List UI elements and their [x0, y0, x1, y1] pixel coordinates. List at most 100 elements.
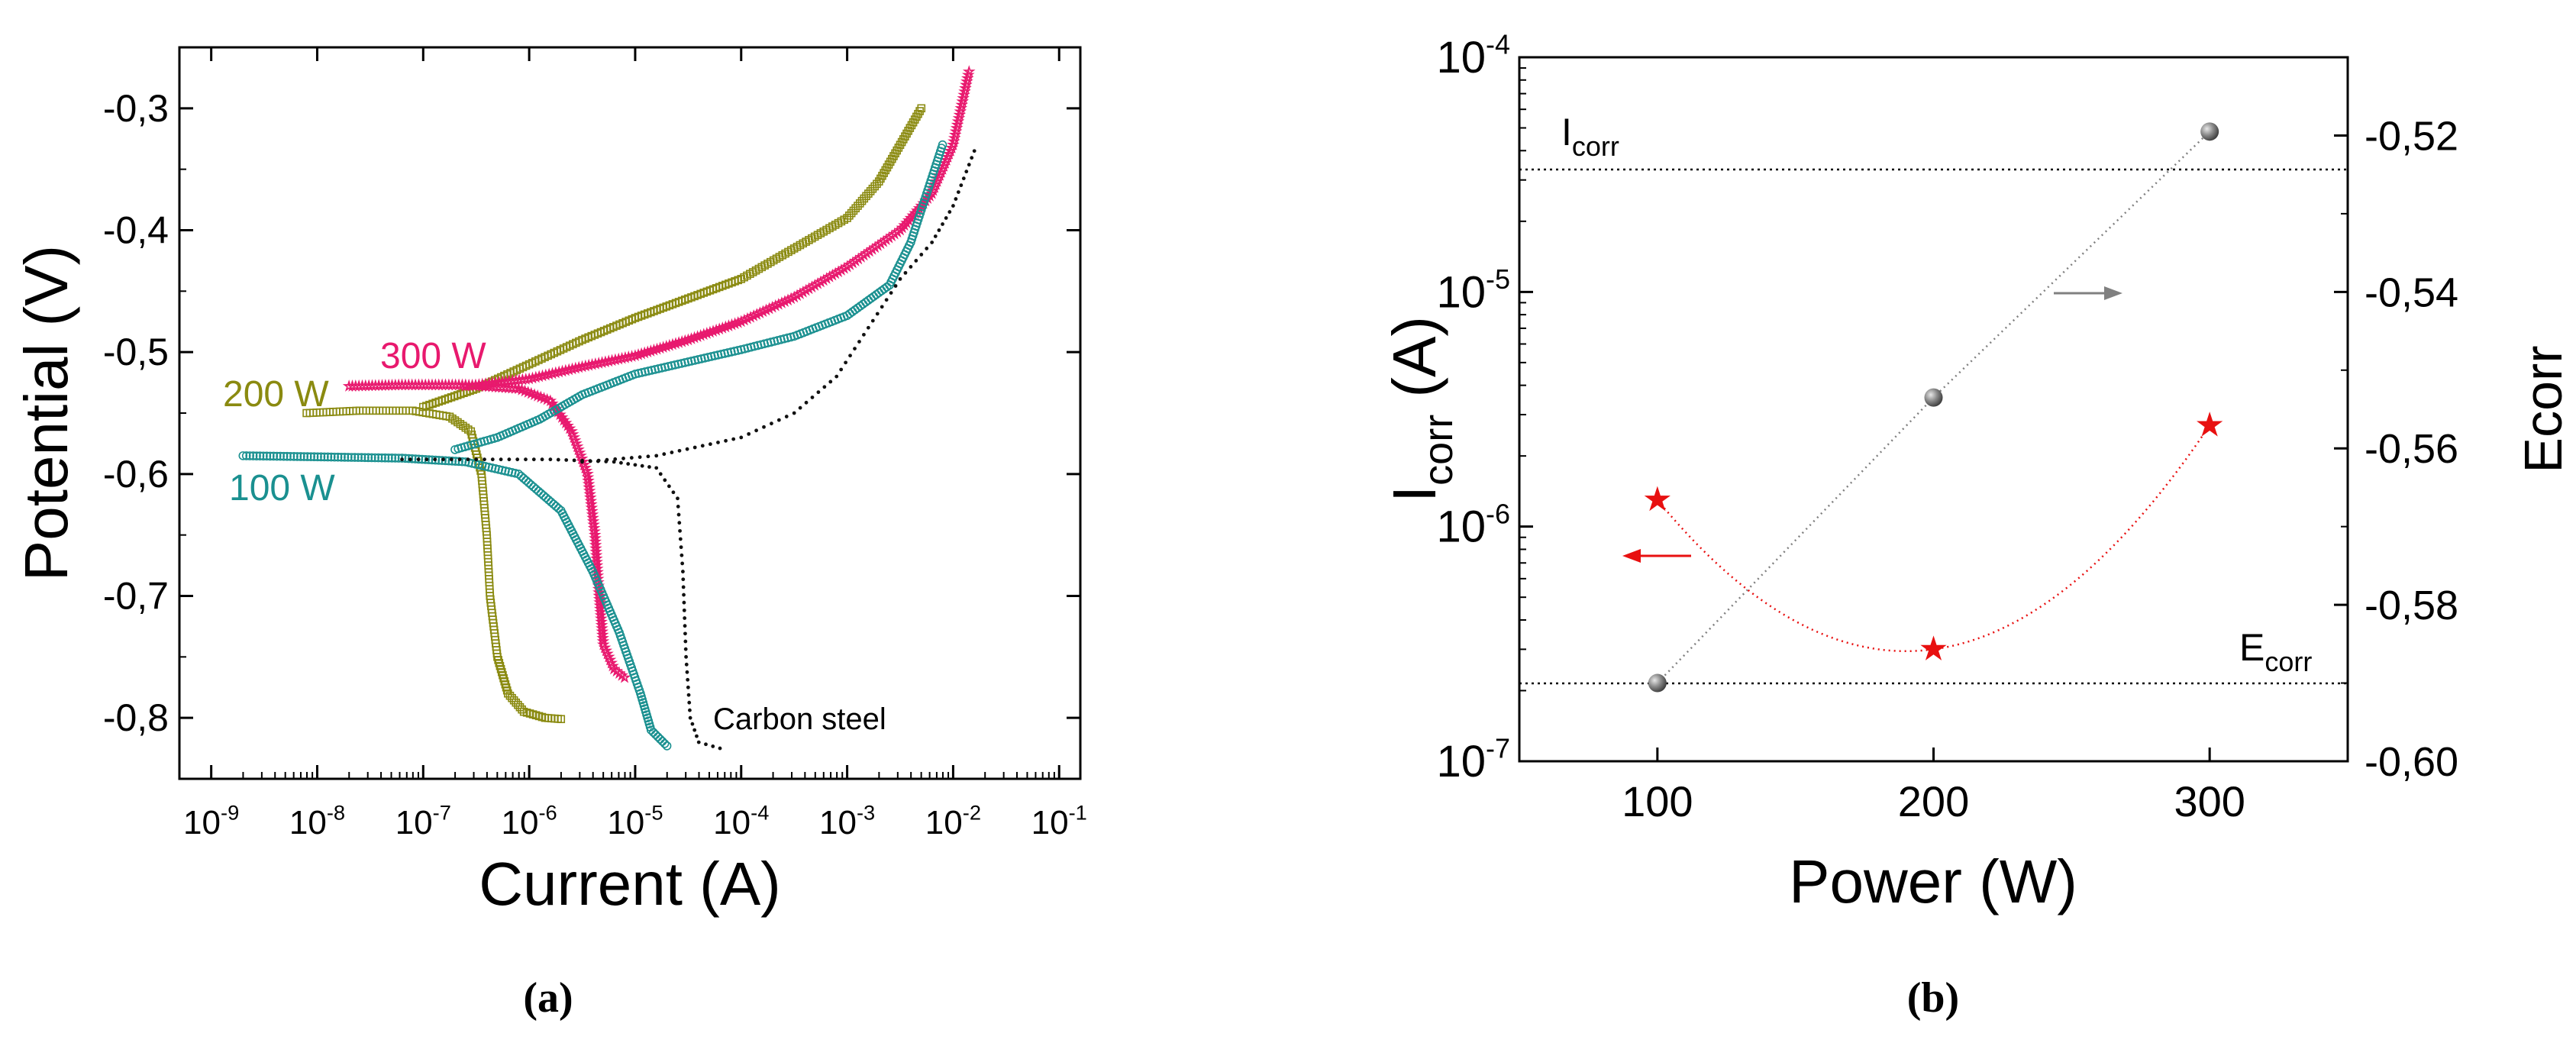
a-data-point	[619, 460, 623, 465]
a-data-point	[387, 454, 397, 463]
a-data-point	[516, 471, 526, 481]
a-data-point	[870, 318, 875, 323]
a-data-point	[370, 453, 379, 463]
a-data-point	[531, 484, 541, 494]
a-data-point	[919, 253, 924, 257]
a-data-point	[972, 149, 976, 153]
a-data-point	[938, 140, 947, 150]
a-data-point	[424, 457, 429, 462]
a-data-point	[390, 454, 400, 463]
a-data-point	[954, 197, 958, 201]
a-y-tick-label: -0,3	[103, 87, 169, 130]
a-data-point	[961, 176, 966, 181]
a-data-point	[704, 742, 708, 747]
a-data-point	[507, 457, 512, 462]
a-data-point	[483, 457, 486, 462]
a-data-point	[404, 454, 414, 463]
a-data-point	[700, 444, 705, 448]
a-data-point	[262, 451, 272, 461]
a-data-point	[333, 452, 343, 462]
a-data-point	[681, 570, 685, 573]
a-data-point	[634, 369, 644, 378]
a-data-point	[716, 441, 720, 444]
a-data-point	[504, 467, 514, 476]
a-data-point	[497, 466, 507, 475]
b-label-icorr: Icorr	[1561, 111, 1619, 162]
a-data-point	[529, 482, 538, 492]
a-data-point	[688, 715, 692, 720]
a-data-point	[810, 396, 815, 399]
a-data-point	[514, 470, 524, 479]
a-data-point	[964, 170, 969, 174]
a-data-point	[848, 354, 852, 358]
a-data-point	[839, 367, 844, 372]
a-data-point	[450, 457, 460, 466]
a-x-tick-label: 10-1	[1031, 801, 1087, 841]
a-data-point	[724, 438, 728, 443]
a-data-point	[637, 368, 647, 377]
a-data-point	[276, 451, 285, 461]
a-data-point	[481, 462, 490, 471]
a-data-point	[444, 456, 454, 466]
a-data-point	[241, 451, 251, 460]
b-x-tick-label: 300	[2174, 777, 2245, 825]
a-data-point	[941, 222, 944, 226]
a-x-tick-label: 10-2	[925, 801, 981, 841]
a-data-point	[956, 190, 960, 195]
a-data-point	[866, 187, 875, 195]
a-data-point	[951, 204, 955, 208]
a-data-point	[696, 740, 701, 744]
a-data-point	[309, 452, 319, 462]
b-y-tick-label: 10-7	[1437, 733, 1510, 786]
a-data-point	[686, 357, 696, 366]
a-data-point	[588, 459, 592, 463]
a-data-point	[683, 357, 693, 367]
a-data-point	[854, 202, 862, 210]
b-icorr-trend-curve	[1656, 425, 2211, 653]
a-data-point	[747, 431, 751, 436]
a-data-point	[677, 448, 682, 453]
a-data-point	[937, 228, 941, 232]
a-data-point	[521, 476, 531, 486]
a-data-point	[683, 631, 687, 636]
b-series-layer	[1644, 122, 2223, 693]
a-data-point	[682, 608, 686, 612]
a-data-point	[718, 746, 722, 751]
a-data-point	[693, 355, 703, 364]
a-data-point	[644, 367, 654, 376]
a-data-point	[596, 458, 601, 463]
a-data-point	[484, 463, 493, 472]
a-data-point	[703, 353, 713, 362]
a-data-point	[546, 497, 556, 507]
a-data-point	[353, 453, 363, 462]
panel-b: 100 200 300 10-4 10-5 10-6 10-7 -0,52 -0,54 -0,56…	[1380, 29, 2573, 1022]
a-data-point	[526, 480, 536, 489]
a-data-point	[248, 451, 258, 460]
a-data-point	[739, 435, 744, 440]
a-data-point	[686, 677, 690, 682]
a-data-point	[816, 390, 821, 395]
a-data-point	[889, 291, 893, 295]
b-ecorr-point	[2200, 122, 2219, 141]
a-data-point	[377, 453, 386, 463]
a-data-point	[296, 452, 305, 461]
a-data-point	[884, 298, 889, 302]
a-data-point	[461, 457, 470, 467]
a-data-point	[292, 452, 302, 461]
a-data-point	[524, 457, 528, 462]
a-data-point	[647, 366, 657, 375]
a-data-point	[828, 379, 833, 384]
b-x-tick-label: 200	[1898, 777, 1969, 825]
b-ecorr-point	[1648, 673, 1667, 693]
a-data-point	[723, 348, 733, 357]
b-ylabel: Icorr (A)	[1380, 316, 1461, 502]
a-data-point	[683, 616, 687, 620]
b-plot-frame	[1518, 56, 2349, 763]
a-label-200w: 200 W	[223, 374, 329, 415]
b-ecorr-point	[1924, 388, 1943, 407]
a-data-point	[564, 458, 569, 462]
a-data-point	[670, 450, 674, 454]
a-data-point	[337, 452, 346, 462]
a-data-point	[524, 478, 534, 487]
a-data-point	[548, 457, 553, 462]
